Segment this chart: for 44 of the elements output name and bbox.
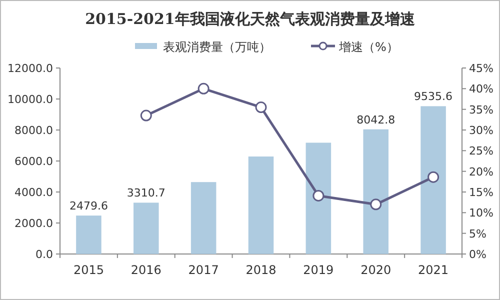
- point: [255, 102, 267, 114]
- y2-tick-label: 10%: [469, 206, 494, 220]
- point: [370, 198, 382, 210]
- point: [312, 190, 324, 202]
- y2-tick-label: 25%: [469, 144, 494, 158]
- bar: [190, 182, 216, 254]
- legend-label: 表观消费量（万吨）: [163, 40, 271, 54]
- y-tick-label: 12000.0: [8, 62, 53, 75]
- data-label: 8042.8: [356, 113, 396, 126]
- x-tick-label: 2020: [360, 263, 392, 277]
- y2-tick-label: 45%: [469, 62, 494, 75]
- point: [140, 110, 152, 122]
- bar: [134, 202, 159, 254]
- x-tick-label: 2015: [73, 263, 104, 277]
- y2-tick-label: 30%: [469, 124, 494, 137]
- x-tick-label: 2016: [130, 263, 162, 277]
- x-tick-label: 2017: [188, 263, 219, 277]
- y2-tick-label: 0%: [469, 248, 486, 261]
- data-label: 9535.6: [414, 90, 453, 104]
- point: [428, 171, 440, 183]
- point: [198, 82, 210, 94]
- y2-tick-label: 35%: [469, 103, 494, 116]
- x-tick-label: 2018: [246, 263, 276, 277]
- y-tick-label: 8000.0: [14, 124, 53, 137]
- legend-label: 增速（%）: [338, 40, 398, 54]
- chart-title: 2015-2021年我国液化天然气表观消费量及增速: [85, 10, 416, 28]
- bar: [248, 156, 274, 254]
- y2-tick-label: 5%: [469, 227, 486, 240]
- y-tick-label: 0.0: [36, 248, 53, 261]
- x-tick-label: 2019: [303, 263, 334, 277]
- y-tick-label: 6000.0: [14, 155, 53, 168]
- y2-tick-label: 20%: [469, 165, 494, 178]
- bar: [420, 106, 446, 254]
- bar: [363, 129, 388, 254]
- data-label: 2479.6: [69, 200, 108, 213]
- y-tick-label: 10000.0: [8, 93, 53, 106]
- bar: [76, 216, 102, 254]
- bar: [306, 142, 332, 254]
- y2-tick-label: 15%: [469, 186, 494, 199]
- x-tick-label: 2021: [418, 263, 449, 277]
- y-tick-label: 2000.0: [14, 217, 53, 230]
- data-label: 3310.7: [126, 186, 166, 200]
- y-tick-label: 4000.0: [14, 186, 53, 199]
- y2-tick-label: 40%: [469, 82, 494, 96]
